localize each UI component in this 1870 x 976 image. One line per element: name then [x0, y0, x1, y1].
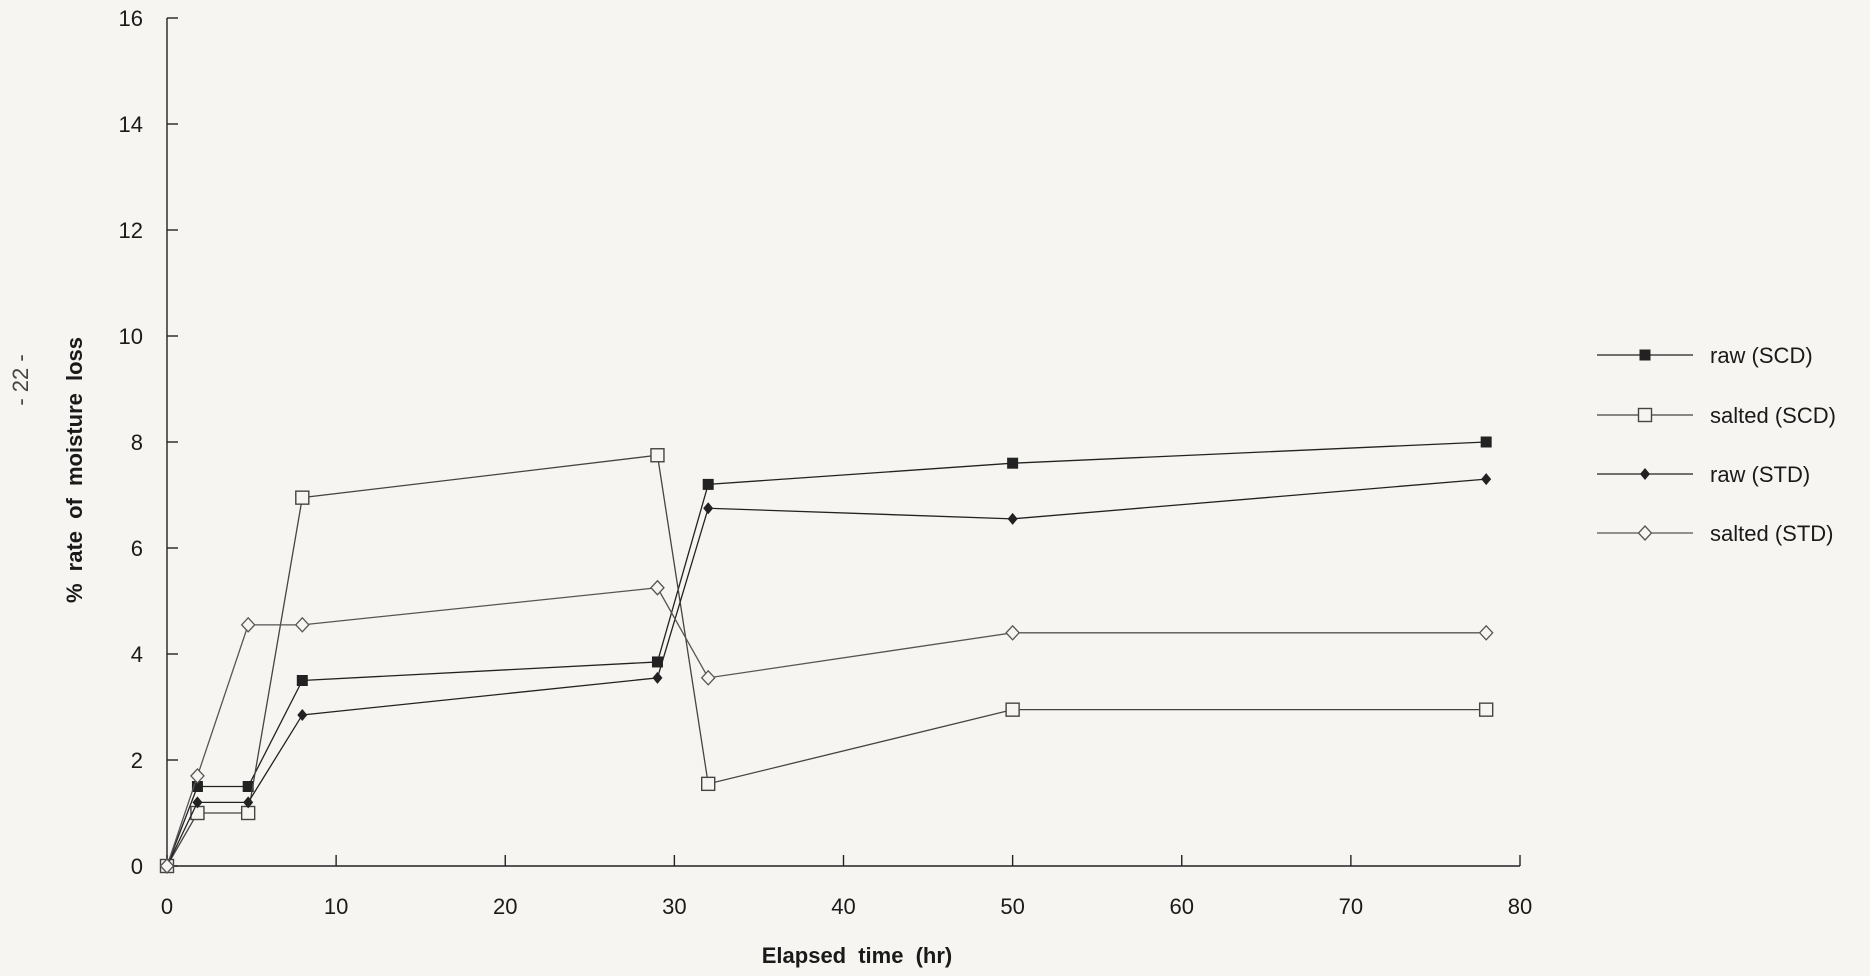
x-tick-label: 50 — [1000, 894, 1024, 919]
y-tick-label: 0 — [131, 854, 143, 879]
series-line — [166, 587, 1487, 867]
legend-marker — [1639, 349, 1651, 361]
legend-label: salted (STD) — [1710, 521, 1833, 546]
series-line — [166, 441, 1487, 867]
x-tick-label: 10 — [324, 894, 348, 919]
data-point — [701, 776, 716, 792]
data-point — [650, 579, 665, 596]
data-point — [700, 669, 716, 686]
data-point — [295, 490, 310, 505]
data-point — [1481, 473, 1492, 486]
y-tick-label: 14 — [119, 112, 143, 137]
series-1 — [161, 436, 1492, 872]
legend-label: raw (SCD) — [1710, 343, 1813, 368]
y-tick-label: 4 — [131, 642, 143, 667]
legend-item: salted (SCD) — [1597, 403, 1836, 428]
data-point — [240, 616, 256, 633]
series-4 — [159, 579, 1494, 874]
x-tick-label: 40 — [831, 894, 855, 919]
data-point — [1480, 436, 1492, 448]
y-tick-label: 2 — [131, 748, 143, 773]
data-point — [240, 805, 256, 821]
x-tick-label: 70 — [1339, 894, 1363, 919]
data-point — [159, 858, 175, 874]
x-axis-title: Elapsed time (hr) — [762, 943, 952, 968]
x-tick-label: 20 — [493, 894, 517, 919]
y-tick-label: 10 — [119, 324, 143, 349]
x-tick-label: 30 — [662, 894, 686, 919]
data-point — [1478, 702, 1494, 717]
data-point — [1478, 624, 1494, 641]
data-point — [651, 656, 663, 668]
data-point — [243, 796, 254, 809]
data-point — [191, 781, 203, 792]
data-point — [296, 675, 308, 686]
y-ticks: 0 2 4 6 8 10 12 14 16 — [119, 6, 178, 879]
y-tick-label: 6 — [131, 536, 143, 561]
x-ticks: 0 10 20 30 40 50 60 70 80 — [161, 855, 1532, 919]
data-point — [650, 448, 665, 463]
data-point — [1007, 512, 1018, 525]
legend-item: raw (SCD) — [1597, 343, 1813, 368]
series-3 — [162, 473, 1492, 872]
data-point — [1005, 702, 1020, 717]
x-tick-label: 60 — [1170, 894, 1194, 919]
legend-label: raw (STD) — [1710, 462, 1810, 487]
y-tick-label: 16 — [119, 6, 143, 31]
series-line — [166, 478, 1487, 867]
data-point — [190, 767, 205, 784]
legend-item: raw (STD) — [1597, 462, 1810, 487]
series-line — [166, 454, 1487, 867]
legend-marker — [1637, 525, 1653, 541]
data-point — [294, 616, 310, 633]
legend-marker — [1637, 407, 1653, 423]
data-point — [242, 781, 254, 792]
y-tick-label: 8 — [131, 430, 143, 455]
axes — [166, 18, 1520, 867]
y-tick-label: 12 — [119, 218, 143, 243]
data-point — [1007, 457, 1019, 469]
series-layer — [159, 436, 1494, 874]
y-axis-title: % rate of moisture loss — [62, 337, 87, 603]
legend: raw (SCD) salted (SCD) raw (STD) salted (ST… — [1597, 343, 1836, 546]
x-tick-label: 80 — [1508, 894, 1532, 919]
data-point — [297, 708, 308, 721]
legend-marker — [1640, 468, 1650, 480]
page-number-note: - 22 - — [8, 354, 33, 405]
data-point — [192, 796, 203, 809]
legend-label: salted (SCD) — [1710, 403, 1836, 428]
data-point — [702, 478, 714, 490]
legend-item: salted (STD) — [1597, 521, 1833, 546]
x-tick-label: 0 — [161, 894, 173, 919]
data-point — [703, 502, 714, 515]
data-point — [652, 671, 663, 684]
data-point — [1005, 624, 1021, 641]
